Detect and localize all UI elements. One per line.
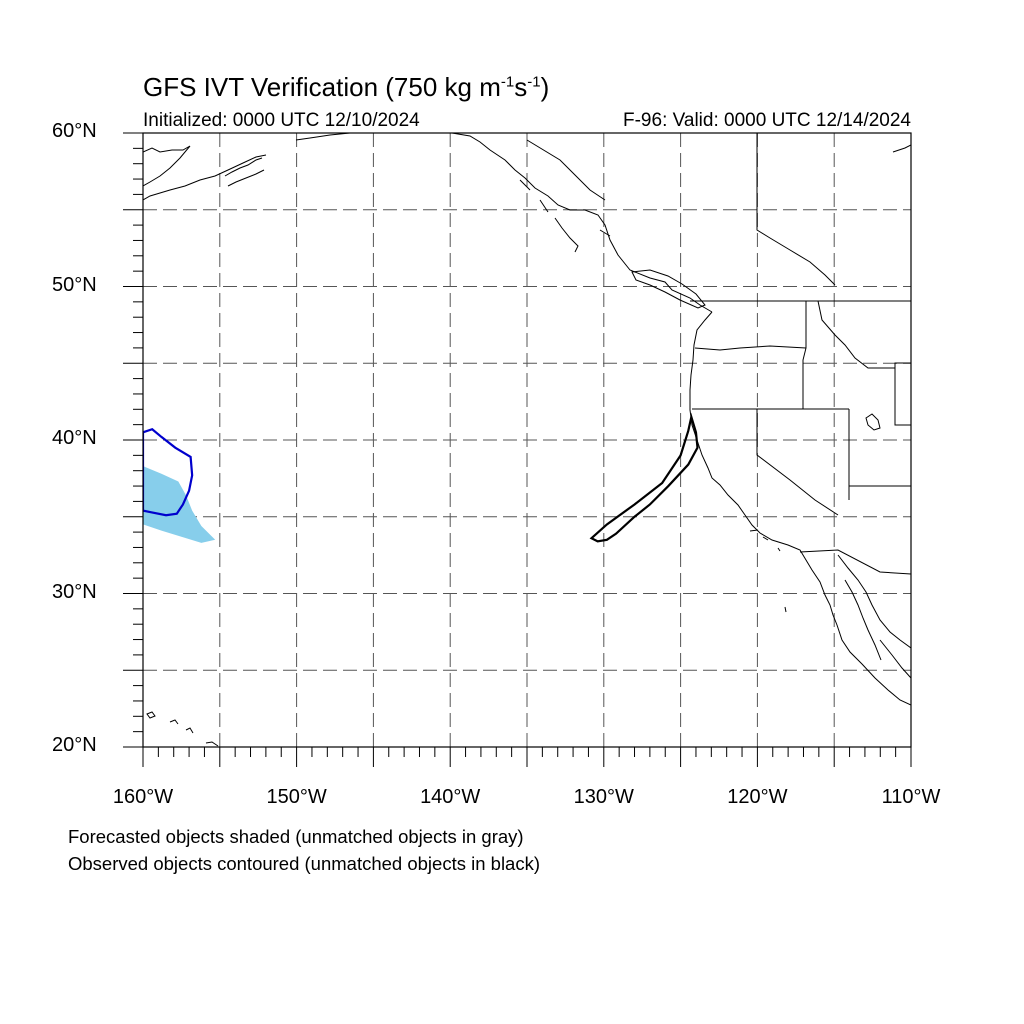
caption-observed: Observed objects contoured (unmatched ob… (68, 853, 541, 874)
guadalupe-island (784, 606, 787, 613)
initialized-label: Initialized: 0000 UTC 12/10/2024 (143, 110, 420, 131)
lon-label: 130°W (573, 786, 634, 808)
ne-corner-coast (892, 144, 911, 153)
lon-label: 120°W (727, 786, 788, 808)
lat-label: 20°N (52, 734, 97, 756)
california-nevada-border (756, 409, 839, 516)
lon-label: 110°W (881, 786, 941, 808)
ivt-objects (143, 412, 699, 543)
caption-forecast: Forecasted objects shaded (unmatched obj… (68, 826, 524, 847)
washington-oregon-border (694, 345, 807, 351)
figure-title: GFS IVT Verification (750 kg m-1s-1) (143, 72, 550, 102)
baja-inner-coast (844, 579, 882, 661)
lat-label: 60°N (52, 120, 97, 142)
lat-label: 50°N (52, 273, 97, 296)
idaho-montana-border (817, 300, 895, 369)
channel-islands (749, 529, 781, 552)
lon-label: 140°W (420, 786, 481, 808)
kodiak-islands (224, 157, 265, 187)
coastlines-and-borders (143, 133, 911, 747)
us-west-coast (689, 311, 911, 706)
us-mexico-border (799, 549, 911, 575)
lat-label: 30°N (52, 580, 97, 603)
vancouver-island (631, 269, 706, 309)
observed-object-contour-matched (143, 428, 194, 517)
valid-time-label: F-96: Valid: 0000 UTC 12/14/2024 (623, 110, 911, 131)
alaska-peninsula-coast (143, 154, 267, 201)
forecast-object-shaded (143, 466, 216, 543)
great-salt-lake (865, 413, 881, 431)
gulf-of-california-coast (837, 554, 911, 649)
idaho-west-border (802, 301, 807, 409)
graticule-dashed-grid (143, 133, 911, 747)
lon-label: 160°W (112, 786, 174, 808)
axis-ticks (123, 132, 912, 767)
arizona-border (849, 362, 911, 487)
lon-label: 150°W (266, 786, 327, 808)
lat-label: 40°N (52, 427, 97, 449)
canada-provincial-border (756, 133, 836, 286)
alaska-gulf-coast (295, 133, 351, 141)
observed-object-contour-unmatched (589, 412, 699, 543)
hawaii-islands (146, 711, 219, 747)
mexico-mainland-coast (879, 639, 911, 679)
se-alaska-coast (451, 133, 713, 313)
bc-islands (519, 179, 611, 253)
alaska-bc-border (526, 139, 606, 201)
alaska-coast-nw (143, 145, 191, 187)
